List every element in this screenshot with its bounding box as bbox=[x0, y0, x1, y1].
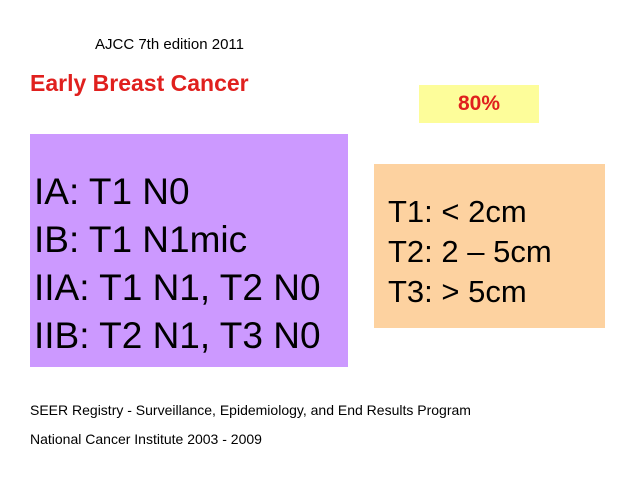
stage-item-ia: IA: T1 N0 bbox=[34, 171, 190, 212]
stage-definitions-box: IA: T1 N0 IB: T1 N1mic IIA: T1 N1, T2 N0… bbox=[30, 134, 348, 367]
institute-footnote: National Cancer Institute 2003 - 2009 bbox=[30, 431, 262, 447]
percentage-badge: 80% bbox=[419, 85, 539, 123]
edition-label: AJCC 7th edition 2011 bbox=[95, 36, 244, 53]
tumor-size-t3: T3: > 5cm bbox=[388, 274, 527, 309]
stage-item-ib: IB: T1 N1mic bbox=[34, 219, 248, 260]
tumor-size-box: T1: < 2cm T2: 2 – 5cm T3: > 5cm bbox=[374, 164, 605, 328]
tumor-size-t2: T2: 2 – 5cm bbox=[388, 234, 552, 269]
source-footnote: SEER Registry - Surveillance, Epidemiolo… bbox=[30, 402, 471, 418]
tumor-size-t1: T1: < 2cm bbox=[388, 194, 527, 229]
tumor-size-list: T1: < 2cm T2: 2 – 5cm T3: > 5cm bbox=[388, 192, 552, 312]
stage-item-iib: IIB: T2 N1, T3 N0 bbox=[34, 315, 321, 356]
stage-list: IA: T1 N0 IB: T1 N1mic IIA: T1 N1, T2 N0… bbox=[34, 168, 321, 360]
slide-title: Early Breast Cancer bbox=[30, 70, 249, 96]
stage-item-iia: IIA: T1 N1, T2 N0 bbox=[34, 267, 321, 308]
percentage-value: 80% bbox=[457, 92, 501, 115]
